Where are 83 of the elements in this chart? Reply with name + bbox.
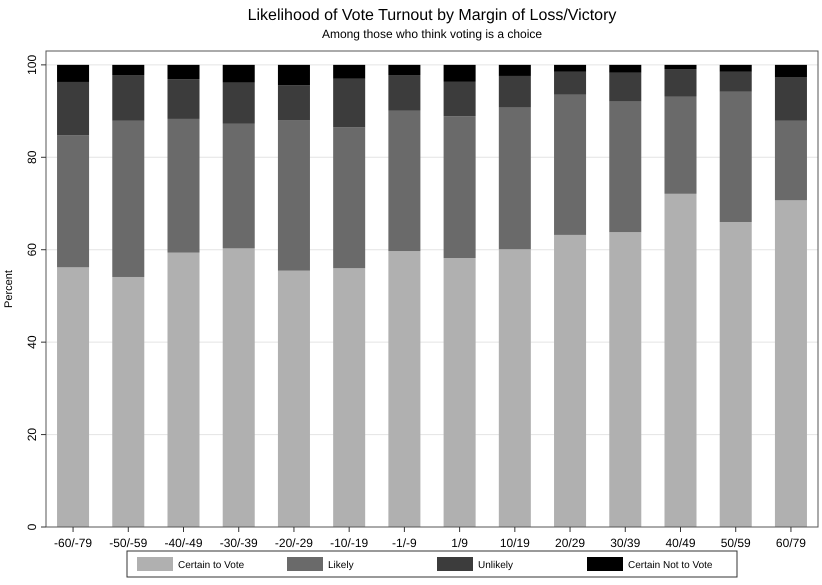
bar xyxy=(333,64,366,79)
bar xyxy=(333,78,366,128)
bar xyxy=(222,124,255,248)
y-tick-label: 0 xyxy=(25,523,39,530)
y-tick-label: 100 xyxy=(25,54,39,75)
bar xyxy=(774,77,807,121)
bar xyxy=(388,251,420,527)
bar xyxy=(664,64,697,70)
bar xyxy=(112,120,144,277)
y-tick-label: 80 xyxy=(25,150,39,164)
y-tick-label: 40 xyxy=(25,335,39,349)
bar xyxy=(664,96,697,194)
x-tick-label: 40/49 xyxy=(665,536,696,550)
y-tick-label: 60 xyxy=(25,242,39,256)
y-axis-title: Percent xyxy=(3,270,15,308)
x-tick-label: 50/59 xyxy=(720,536,752,550)
chart-subtitle: Among those who think voting is a choice xyxy=(322,27,542,41)
bar xyxy=(388,75,420,111)
bar xyxy=(278,85,310,120)
bar xyxy=(167,118,200,252)
bar xyxy=(57,267,90,527)
x-tick-label: 20/29 xyxy=(555,536,586,550)
bar xyxy=(498,76,531,108)
x-tick-label: -60/-79 xyxy=(54,536,92,550)
x-tick-label: 30/39 xyxy=(610,536,641,550)
bar xyxy=(57,82,90,136)
bar xyxy=(720,72,752,92)
bar xyxy=(167,252,200,527)
bar xyxy=(278,64,310,86)
bar xyxy=(664,194,697,527)
bar xyxy=(278,120,310,271)
x-tick-label: -20/-29 xyxy=(274,536,314,550)
bar xyxy=(112,276,144,527)
bar xyxy=(554,64,586,72)
bar xyxy=(774,64,807,78)
bar xyxy=(720,92,752,222)
bar xyxy=(774,120,807,200)
bar xyxy=(222,248,255,527)
bar xyxy=(388,64,420,76)
bar xyxy=(57,64,90,82)
x-tick-label: -10/-19 xyxy=(330,536,368,550)
x-tick-label: -1/-9 xyxy=(392,536,418,550)
bar xyxy=(112,64,144,76)
bar xyxy=(774,200,807,527)
bar xyxy=(554,234,586,527)
bar xyxy=(167,64,200,80)
bar xyxy=(333,268,366,527)
bar xyxy=(498,64,531,76)
bar xyxy=(609,72,642,102)
bar xyxy=(498,249,531,527)
bar xyxy=(444,116,476,258)
x-tick-label: 10/19 xyxy=(500,536,530,550)
bar xyxy=(388,110,420,252)
bar xyxy=(498,107,531,250)
x-tick-label: -50/-59 xyxy=(109,536,148,550)
bar xyxy=(609,101,642,232)
x-tick-label: 60/79 xyxy=(776,536,806,550)
bar xyxy=(222,64,255,82)
bar xyxy=(720,222,752,527)
bar xyxy=(278,270,310,527)
bar xyxy=(222,82,255,124)
bar xyxy=(554,94,586,235)
chart-title: Likelihood of Vote Turnout by Margin of Loss/Victory xyxy=(248,7,616,24)
bar xyxy=(609,232,642,527)
bar xyxy=(444,82,476,116)
x-tick-label: 1/9 xyxy=(451,536,468,550)
bar xyxy=(444,64,476,82)
legend-label: Unlikely xyxy=(478,560,514,571)
y-tick-label: 20 xyxy=(25,428,39,442)
x-tick-label: -40/-49 xyxy=(164,536,203,550)
bar xyxy=(720,64,752,72)
bar xyxy=(112,75,144,121)
legend-label: Certain to Vote xyxy=(178,560,245,571)
bar xyxy=(57,135,90,268)
bar xyxy=(554,72,586,94)
bar xyxy=(333,127,366,268)
bar xyxy=(664,69,697,97)
legend-label: Certain Not to Vote xyxy=(628,560,713,571)
bar xyxy=(609,64,642,73)
bar xyxy=(444,258,476,527)
bar xyxy=(167,79,200,119)
legend-label: Likely xyxy=(328,560,354,571)
x-tick-label: -30/-39 xyxy=(220,536,258,550)
